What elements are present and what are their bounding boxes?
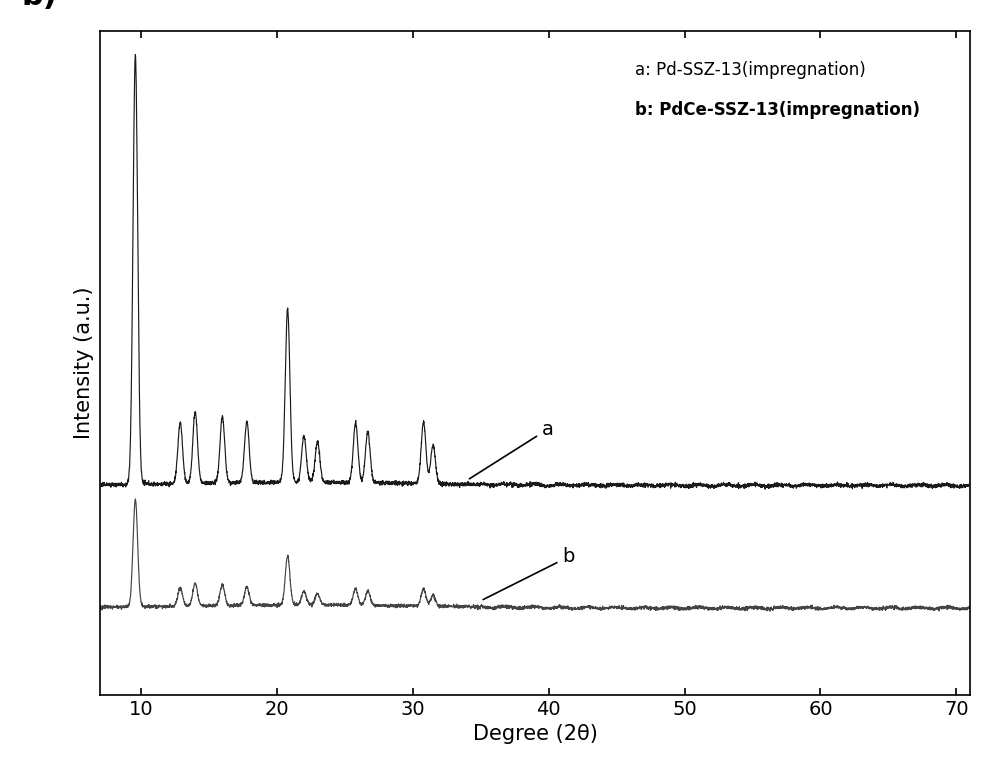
Y-axis label: Intensity (a.u.): Intensity (a.u.) xyxy=(74,286,94,439)
Text: b: b xyxy=(483,547,575,600)
Text: b: PdCe-SSZ-13(impregnation): b: PdCe-SSZ-13(impregnation) xyxy=(635,100,920,119)
Text: b): b) xyxy=(22,0,57,11)
Text: a: Pd-SSZ-13(impregnation): a: Pd-SSZ-13(impregnation) xyxy=(635,61,866,79)
Text: a: a xyxy=(469,420,554,479)
X-axis label: Degree (2θ): Degree (2θ) xyxy=(473,724,597,744)
